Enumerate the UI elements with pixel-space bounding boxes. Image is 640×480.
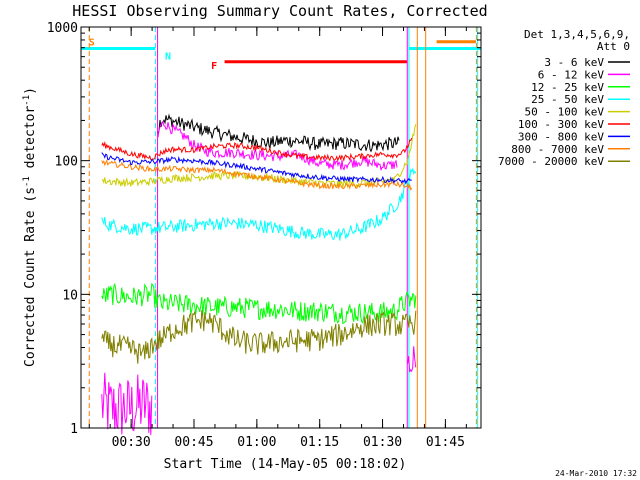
y-axis-ticks: 1 10 100 1000 <box>47 21 481 437</box>
y-axis-label: Corrected Count Rate (s-1 detector-1) <box>22 87 38 367</box>
legend-label-6: 300 - 800 keV <box>518 130 604 143</box>
legend-label-4: 50 - 100 keV <box>525 106 605 119</box>
legend-label-0: 3 - 6 keV <box>544 56 604 69</box>
legend-label-8: 7000 - 20000 keV <box>498 155 604 168</box>
series-line-7 <box>101 159 413 191</box>
flag-label-f: F <box>211 61 217 72</box>
observing-flag-bars <box>81 40 481 64</box>
x-axis-ticks: 00:30 00:45 01:00 01:15 01:30 01:45 <box>88 27 467 450</box>
y-tick-label: 10 <box>62 288 78 303</box>
y-tick-label: 1000 <box>47 21 78 36</box>
y-tick-label: 100 <box>55 155 78 170</box>
legend-label-3: 25 - 50 keV <box>531 93 604 106</box>
plot-frame <box>80 26 482 429</box>
extra-segment-1 <box>407 346 417 373</box>
series-line-2 <box>101 282 417 324</box>
series-line-3 <box>101 167 417 241</box>
extra-segment-0 <box>101 372 153 436</box>
flag-label-s: S <box>89 37 95 48</box>
series-line-0 <box>157 113 400 153</box>
x-tick-label: 01:15 <box>300 435 339 450</box>
series-line-5 <box>101 137 413 163</box>
legend-label-5: 100 - 300 keV <box>518 118 604 131</box>
legend-header-detectors: Det 1,3,4,5,6,9, <box>524 28 630 41</box>
x-tick-label: 01:30 <box>363 435 402 450</box>
x-tick-label: 00:45 <box>174 435 213 450</box>
x-tick-label: 01:00 <box>237 435 276 450</box>
x-tick-label: 01:45 <box>426 435 465 450</box>
x-axis-label: Start Time (14-May-05 00:18:02) <box>164 457 407 472</box>
series-line-6 <box>101 152 412 185</box>
flag-annotations: S N F <box>89 37 217 72</box>
chart-title: HESSI Observing Summary Count Rates, Cor… <box>72 2 487 20</box>
generation-timestamp: 24-Mar-2010 17:32 <box>555 469 637 478</box>
series-lines <box>101 113 417 436</box>
series-line-8 <box>101 310 417 364</box>
legend-label-1: 6 - 12 keV <box>538 68 605 81</box>
event-marker-lines <box>88 27 479 428</box>
series-line-4 <box>101 124 417 189</box>
legend-label-7: 800 - 7000 keV <box>511 143 604 156</box>
legend-label-2: 12 - 25 keV <box>531 81 604 94</box>
legend-header-attenuator: Att 0 <box>597 40 630 53</box>
y-tick-label: 1 <box>70 422 78 437</box>
flag-label-n: N <box>165 52 171 63</box>
x-tick-label: 00:30 <box>112 435 151 450</box>
